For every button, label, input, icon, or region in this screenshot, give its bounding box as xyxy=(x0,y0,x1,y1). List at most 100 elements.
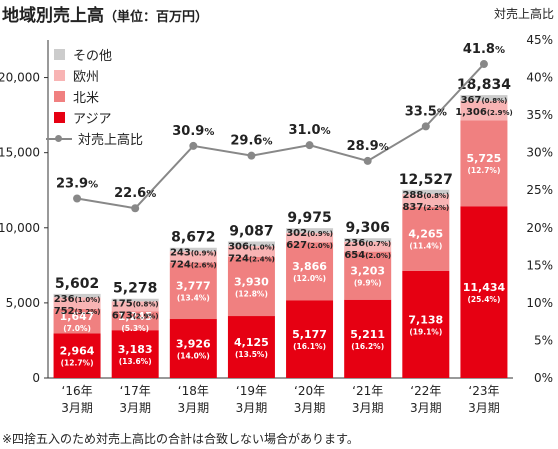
other-pct: (0.7%) xyxy=(365,240,391,248)
ratio-point xyxy=(189,141,198,150)
europe-value: 1,306 xyxy=(455,107,487,118)
bar-value-label: 2,964 xyxy=(60,345,95,358)
y2-tick-label: 0% xyxy=(534,371,553,385)
ratio-value: 29.6 xyxy=(230,134,262,149)
bar-segment xyxy=(169,247,217,252)
bar-segment xyxy=(169,262,217,320)
bar-segment xyxy=(402,270,450,378)
bar-segment xyxy=(53,297,101,309)
other-pct: (1.0%) xyxy=(249,243,275,251)
bar-value-label: 3,777 xyxy=(176,280,211,293)
europe-value: 724 xyxy=(228,253,249,264)
other-value-label: 367(0.8%) xyxy=(461,95,508,106)
y2-tick-label: 45% xyxy=(526,33,553,47)
bar-total-label: 8,672 xyxy=(171,230,215,246)
other-pct: (0.8%) xyxy=(133,301,159,309)
europe-value-label: 1,306(2.9%) xyxy=(455,107,512,118)
ratio-value: 31.0 xyxy=(289,123,321,138)
ratio-unit: % xyxy=(204,127,214,138)
bar-pct-label: (25.4%) xyxy=(468,295,501,304)
bar-value-label: 4,125 xyxy=(234,336,269,349)
europe-pct: (2.0%) xyxy=(365,252,391,260)
europe-value-label: 654(2.0%) xyxy=(344,250,391,261)
legend-item: アジア xyxy=(54,107,143,128)
y2-axis-label: 対売上高比 xyxy=(493,7,554,21)
bar-segment xyxy=(402,194,450,207)
europe-pct: (2.0%) xyxy=(307,242,333,250)
europe-pct: (2.6%) xyxy=(191,262,217,270)
other-value: 367 xyxy=(461,95,482,106)
bar-total-label: 9,306 xyxy=(346,220,390,236)
x-tick-label: ‘21年 xyxy=(352,384,383,398)
bar-segment xyxy=(286,232,334,243)
ratio-unit: % xyxy=(495,45,505,56)
bar-segment xyxy=(402,206,450,271)
bar-total-label: 5,278 xyxy=(113,281,157,297)
other-value: 236 xyxy=(344,238,365,249)
bar-value-label: 3,926 xyxy=(176,338,211,351)
ratio-unit: % xyxy=(146,189,156,200)
legend-item: 欧州 xyxy=(54,65,143,86)
bar-segment xyxy=(111,298,159,302)
bar-total-label: 12,527 xyxy=(399,172,453,188)
bar-pct-label: (9.9%) xyxy=(354,279,382,288)
bar-segment xyxy=(227,316,275,378)
y2-tick-label: 40% xyxy=(526,71,553,85)
x-tick-label: ‘18年 xyxy=(178,384,209,398)
bar-segment xyxy=(402,189,450,195)
chart-title: 地域別売上高（単位：百万円） xyxy=(2,6,209,26)
y-tick-label: 15,000 xyxy=(0,146,40,160)
ratio-unit: % xyxy=(88,179,98,190)
x-tick-label: 3月期 xyxy=(468,401,500,415)
bar-value-label: 5,177 xyxy=(292,328,327,341)
europe-value-label: 627(2.0%) xyxy=(286,240,333,251)
bar-segment xyxy=(227,241,275,247)
other-value: 288 xyxy=(402,190,423,201)
bar-segment xyxy=(344,238,392,242)
ratio-label: 30.9% xyxy=(172,124,214,139)
legend-line-swatch xyxy=(46,133,72,144)
legend-label: 対売上高比 xyxy=(78,133,144,148)
europe-value: 724 xyxy=(170,260,191,271)
legend-swatch xyxy=(54,112,65,123)
other-pct: (0.9%) xyxy=(191,250,217,258)
bar-pct-label: (16.1%) xyxy=(293,342,326,351)
bar-segment xyxy=(460,120,508,207)
bar-value-label: 11,434 xyxy=(463,281,506,294)
y-tick-label: 5,000 xyxy=(6,296,40,310)
ratio-label: 29.6% xyxy=(230,134,272,149)
ratio-value: 41.8 xyxy=(463,42,495,57)
y2-tick-label: 5% xyxy=(534,333,553,347)
ratio-point xyxy=(363,156,372,165)
europe-value-label: 724(2.4%) xyxy=(228,253,275,264)
y2-tick-label: 15% xyxy=(526,258,553,272)
europe-value-label: 837(2.2%) xyxy=(402,202,449,213)
bar-segment xyxy=(344,251,392,300)
bar-segment xyxy=(111,311,159,331)
legend-item: 北米 xyxy=(54,86,143,107)
legend-label: 欧州 xyxy=(73,70,100,85)
x-tick-label: 3月期 xyxy=(352,401,384,415)
ratio-point xyxy=(479,60,488,69)
chart-title-unit: （単位：百万円） xyxy=(104,10,209,25)
ratio-value: 33.5 xyxy=(405,104,437,119)
legend-swatch xyxy=(54,91,65,102)
ratio-value: 28.9 xyxy=(347,139,379,154)
europe-value-label: 673(2.9%) xyxy=(112,311,159,322)
bar-segment xyxy=(169,319,217,378)
bar-pct-label: (12.7%) xyxy=(61,359,94,368)
ratio-label: 28.9% xyxy=(347,139,389,154)
ratio-point xyxy=(73,194,82,203)
bar-pct-label: (14.0%) xyxy=(177,352,210,361)
bar-pct-label: (12.8%) xyxy=(235,290,268,299)
other-value-label: 236(0.7%) xyxy=(344,238,391,249)
bar-segment xyxy=(460,100,508,121)
ratio-unit: % xyxy=(262,137,272,148)
y-tick-label: 0 xyxy=(32,371,40,385)
other-pct: (0.9%) xyxy=(307,230,333,238)
bar-segment xyxy=(227,256,275,317)
legend-label: 北米 xyxy=(73,91,100,106)
x-tick-label: ‘17年 xyxy=(120,384,151,398)
europe-pct: (2.2%) xyxy=(423,204,449,212)
other-value: 243 xyxy=(170,248,191,259)
